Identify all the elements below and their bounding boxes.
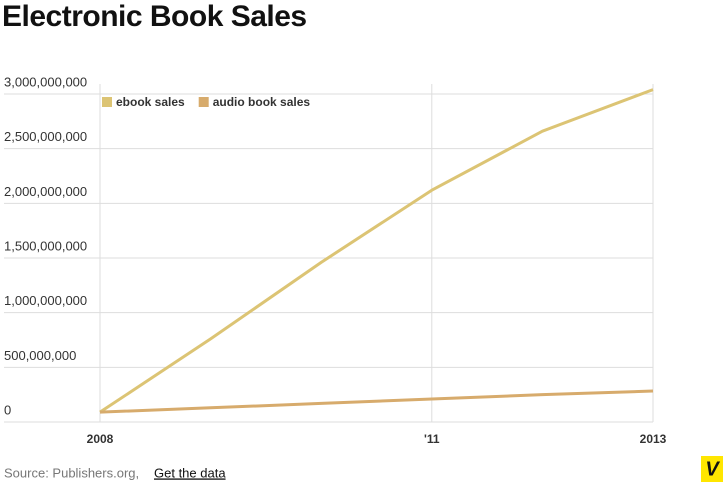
source-link[interactable]: Get the data (154, 465, 226, 480)
source: Source: Publishers.org, (4, 465, 139, 480)
y-tick-label: 1,000,000,000 (4, 293, 87, 308)
x-tick-label: 2013 (640, 432, 667, 446)
legend-label: ebook sales (116, 95, 185, 109)
legend-swatch (102, 97, 112, 107)
y-tick-label: 2,000,000,000 (4, 184, 87, 199)
y-tick-label: 0 (4, 402, 11, 417)
logo: V (705, 458, 720, 480)
y-tick-label: 2,500,000,000 (4, 129, 87, 144)
chart-title: Electronic Book Sales (2, 0, 307, 33)
y-tick-label: 3,000,000,000 (4, 74, 87, 89)
y-tick-label: 500,000,000 (4, 348, 76, 363)
line (99, 88, 654, 414)
logo-box (701, 456, 723, 482)
line (99, 389, 654, 414)
legend-swatch (198, 97, 209, 107)
y-tick-label: 1,500,000,000 (4, 238, 87, 253)
x-tick-label: '11 (424, 432, 440, 446)
x-tick-label: 2008 (87, 432, 114, 446)
legend-label: audio book sales (213, 95, 311, 109)
